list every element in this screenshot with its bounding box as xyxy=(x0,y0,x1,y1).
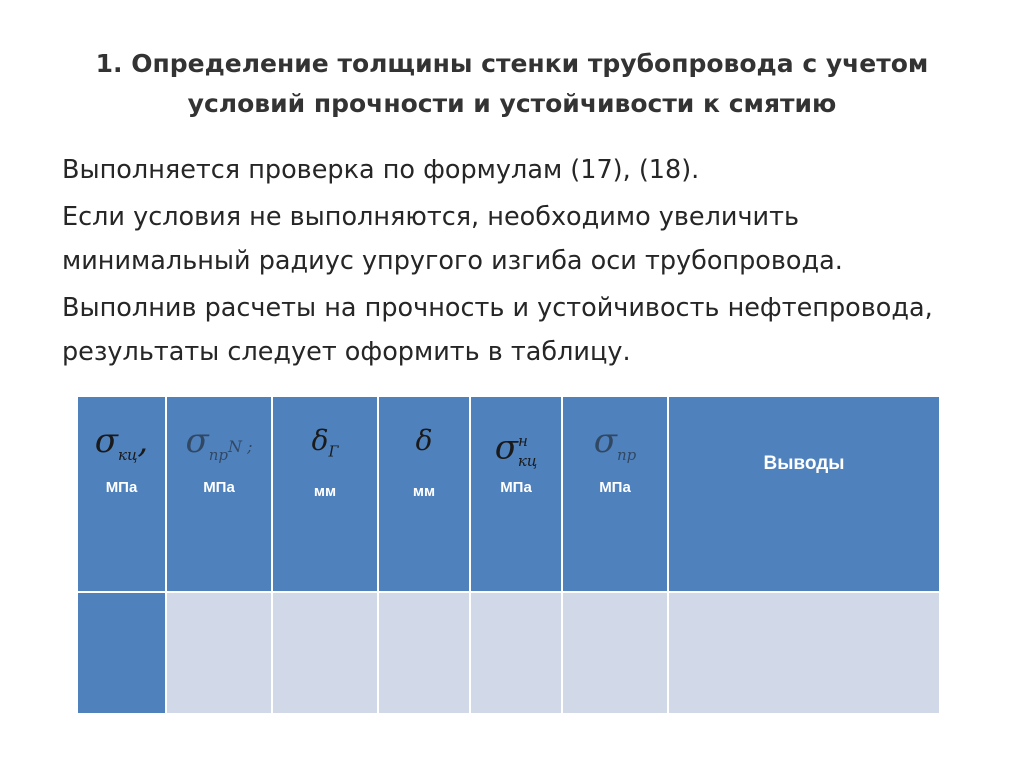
header-cell-sigma-pr: σпр МПа xyxy=(561,395,669,593)
unit-label: мм xyxy=(412,483,436,500)
header-cell-delta-g: δГ мм xyxy=(271,395,379,593)
unit-label: мм xyxy=(313,483,337,500)
sigma-kts-n-symbol: σнкц xyxy=(494,427,538,471)
table-cell xyxy=(469,591,563,715)
sigma-pr-symbol: σпр xyxy=(593,421,637,464)
table-cell xyxy=(165,591,273,715)
table-cell xyxy=(561,591,669,715)
unit-label: МПа xyxy=(599,479,631,496)
unit-label: МПа xyxy=(203,479,235,496)
table-cell xyxy=(667,591,941,715)
paragraph-results: Выполнив расчеты на прочность и устойчив… xyxy=(62,293,933,367)
header-cell-sigma-kts-n: σнкц МПа xyxy=(469,395,563,593)
unit-label: МПа xyxy=(105,479,138,496)
table-header-row: σкц, МПа σпрN ; МПа δГ мм δ мм σнкц МПа … xyxy=(76,395,941,593)
delta-g-symbol: δГ xyxy=(311,424,339,461)
table-cell xyxy=(76,591,167,715)
header-cell-delta: δ мм xyxy=(377,395,471,593)
body-text: Выполняется проверка по формулам (17), (… xyxy=(62,148,962,377)
paragraph-check: Выполняется проверка по формулам (17), (… xyxy=(62,155,700,185)
table-cell xyxy=(377,591,471,715)
unit-label: МПа xyxy=(500,479,532,496)
paragraph-condition: Если условия не выполняются, необходимо … xyxy=(62,202,843,276)
table-row xyxy=(76,591,941,715)
sigma-kts-symbol: σкц, xyxy=(94,421,149,464)
header-cell-sigma-pr-n: σпрN ; МПа xyxy=(165,395,273,593)
header-cell-sigma-kts: σкц, МПа xyxy=(76,395,167,593)
results-table: σкц, МПа σпрN ; МПа δГ мм δ мм σнкц МПа … xyxy=(76,395,941,715)
table-cell xyxy=(271,591,379,715)
sigma-pr-n-symbol: σпрN ; xyxy=(185,421,253,464)
header-cell-conclusions: Выводы xyxy=(667,395,941,593)
delta-symbol: δ xyxy=(415,424,433,457)
conclusions-header: Выводы xyxy=(763,453,845,474)
slide-title: 1. Определение толщины стенки трубопрово… xyxy=(95,49,929,118)
